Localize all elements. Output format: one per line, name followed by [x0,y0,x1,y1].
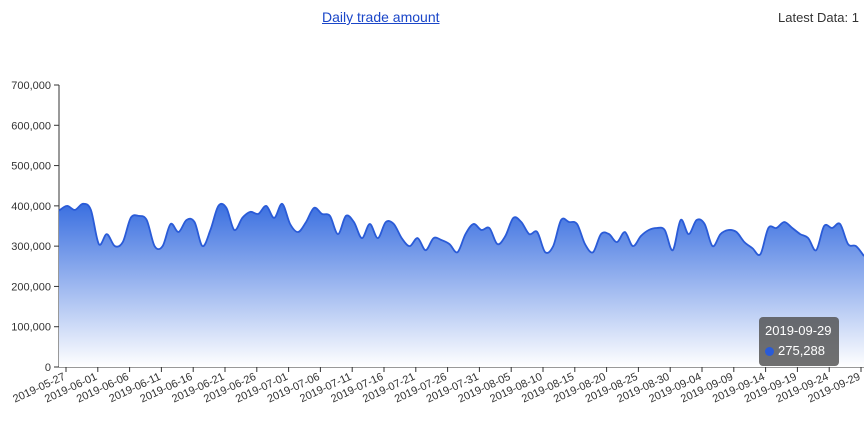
series-line[interactable] [58,202,864,257]
x-axis: 2019-05-272019-06-012019-06-062019-06-11… [11,366,864,406]
chart-title-link[interactable]: Daily trade amount [322,9,440,25]
y-tick-label: 0 [45,362,51,374]
tooltip-date: 2019-09-29 [765,323,832,338]
tooltip-value-row: 275,288 [765,341,832,361]
y-tick-label: 400,000 [11,201,51,213]
y-tick-label: 600,000 [11,120,51,132]
y-tick-label: 700,000 [11,80,51,92]
tooltip-value: 275,288 [778,343,825,358]
data-tooltip: 2019-09-29 275,288 [759,317,839,366]
y-tick-label: 100,000 [11,322,51,334]
series-area [59,203,864,367]
series-dot-icon [765,347,774,357]
y-tick-label: 300,000 [11,241,51,253]
y-tick-label: 200,000 [11,281,51,293]
y-axis: 0 100,000 200,000 300,000 400,000 500,000 600,… [11,80,60,374]
y-tick-label: 500,000 [11,161,51,173]
latest-data-label: Latest Data: 1 [778,10,859,25]
plot-area[interactable] [58,202,864,367]
